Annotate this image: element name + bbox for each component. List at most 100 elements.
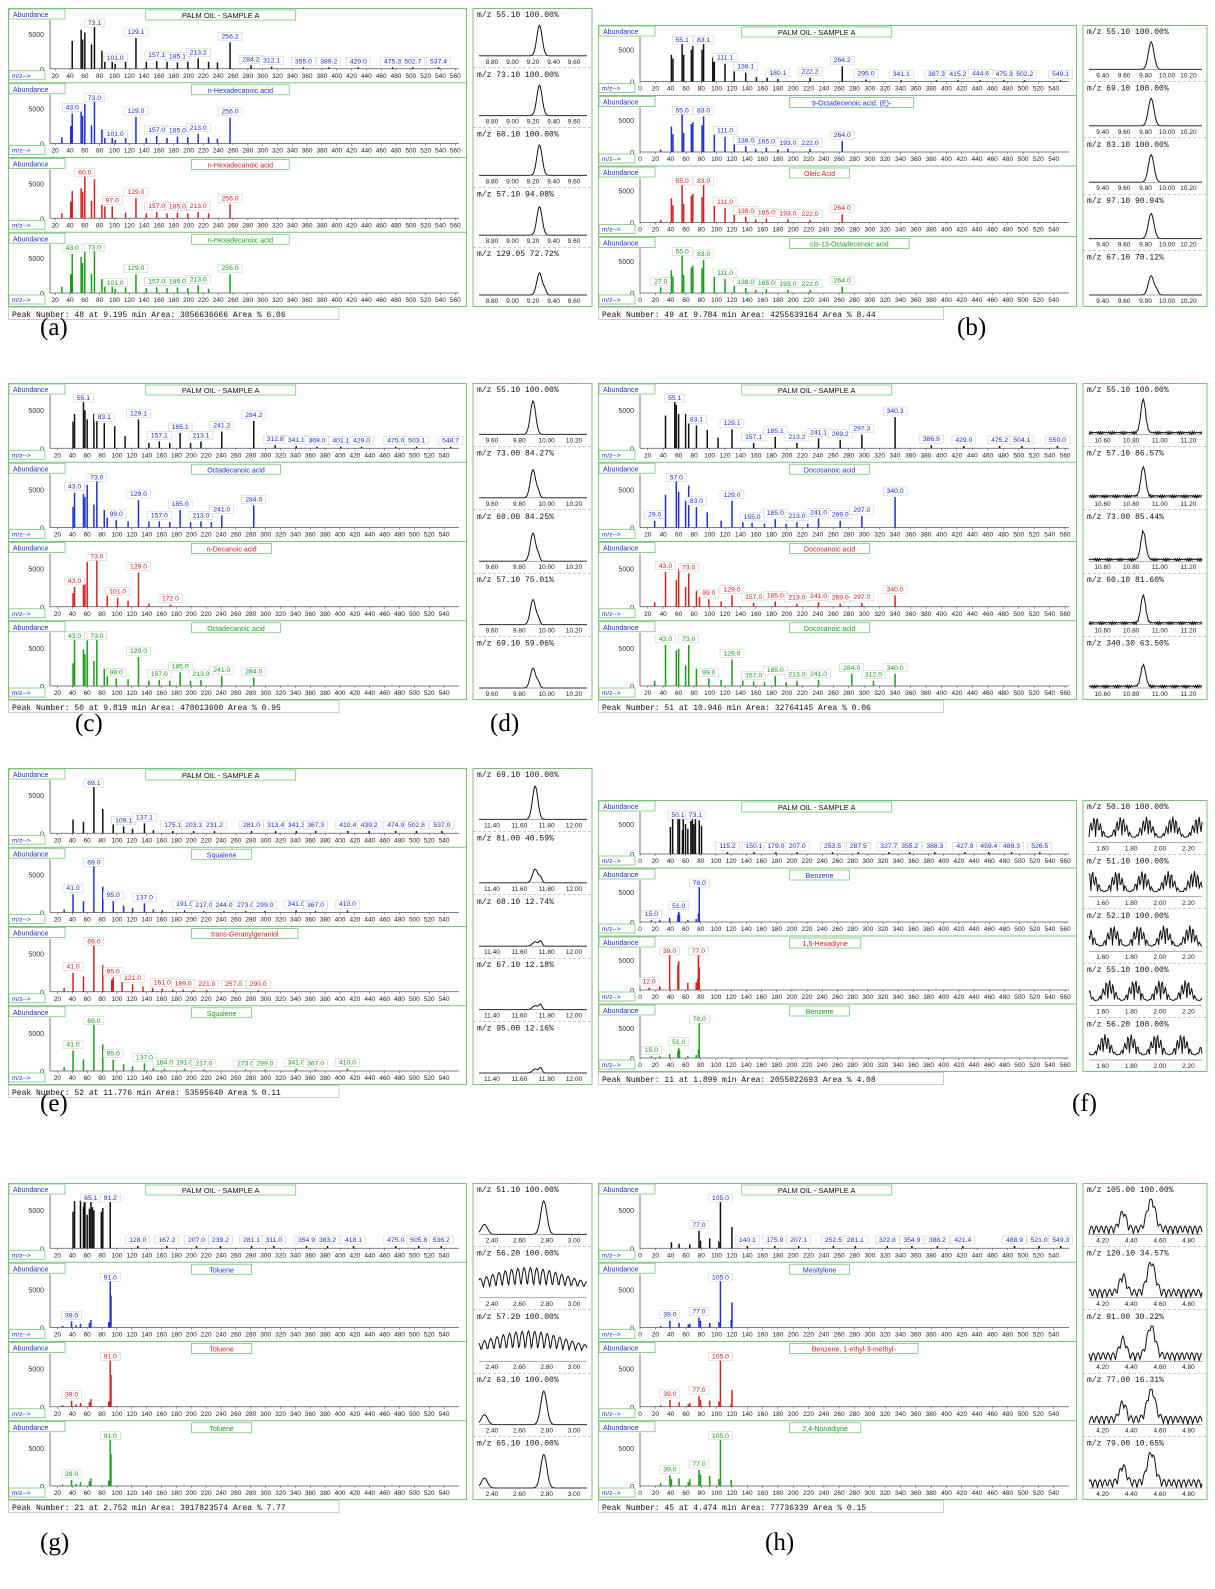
peak-label-box	[147, 431, 172, 440]
peak-label: 138.0	[737, 208, 754, 215]
x-tick-label: 100	[109, 222, 120, 229]
rt-tick-label: 10.60	[1094, 628, 1111, 635]
peak-label: 427.9	[956, 843, 973, 850]
x-tick-label: 80	[96, 297, 104, 304]
x-tick-label: 160	[756, 1062, 767, 1069]
rt-tick-label: 1.60	[1096, 1063, 1109, 1070]
mz-box	[8, 1072, 46, 1083]
rt-tick-label: 10.00	[539, 501, 556, 508]
peak-label-box	[103, 278, 128, 288]
x-tick-label: 80	[96, 222, 104, 229]
peak-label: 55.1	[676, 37, 689, 44]
peak-label: 115.2	[719, 843, 736, 850]
x-tick-label: 280	[849, 86, 860, 93]
x-tick-label: 280	[849, 156, 860, 163]
compound-name-box	[191, 543, 273, 554]
ion-label: m/z 95.00 12.16%	[477, 1025, 554, 1034]
x-tick-label: 220	[198, 222, 209, 229]
peak-label: 340.0	[887, 665, 904, 672]
y-tick-label: 5000	[618, 487, 634, 494]
x-tick-label: 280	[847, 994, 858, 1001]
mz-box	[598, 224, 636, 234]
x-tick-label: 180	[772, 156, 783, 163]
x-tick-label: 300	[862, 926, 873, 933]
x-tick-label: 200	[788, 1252, 799, 1259]
mz-box	[8, 608, 46, 619]
ion-label-bg	[1085, 26, 1205, 36]
rt-tick-label: 9.80	[513, 564, 526, 571]
x-tick-label: 560	[1060, 994, 1071, 1001]
y-tick-label: 5000	[618, 118, 634, 125]
peak-label-box	[404, 436, 429, 445]
ion-chromatogram: 11.40 11.60 11.80 12.00	[479, 940, 587, 956]
peak-label-box	[671, 35, 693, 45]
peak-label-box	[191, 1059, 217, 1068]
x-tick-label: 360	[305, 996, 316, 1003]
y-tick-label: 0	[40, 1326, 44, 1333]
ion-label-bg	[1085, 82, 1205, 93]
peak-label: 157.0	[745, 594, 762, 601]
ion-label: m/z 60.00 84.25%	[477, 513, 554, 522]
peak-label: 273.0	[237, 1060, 254, 1067]
mz-axis-label: m/z-->	[12, 1075, 31, 1082]
peak-label-box	[429, 1235, 454, 1245]
mz-box	[8, 145, 46, 155]
x-tick-label: 560	[450, 222, 461, 229]
peak-label-box	[341, 1235, 366, 1245]
x-tick-label: 300	[257, 297, 268, 304]
x-tick-label: 180	[168, 297, 179, 304]
peak-label-box	[685, 810, 706, 820]
x-tick-label: 320	[880, 1252, 891, 1259]
ion-label-bg	[1085, 855, 1205, 866]
peak-label-box	[882, 663, 908, 673]
mz-axis-label: m/z-->	[12, 297, 31, 304]
x-tick-label: 320	[275, 452, 286, 459]
mz-box	[598, 1487, 636, 1498]
peak-label: 101.0	[107, 55, 124, 62]
x-tick-label: 100	[711, 297, 722, 304]
x-tick-label: 120	[726, 858, 737, 865]
x-tick-label: 500	[1018, 1332, 1029, 1339]
x-tick-label: 240	[213, 73, 224, 80]
x-tick-label: 520	[424, 1332, 435, 1339]
x-tick-label: 140	[742, 86, 753, 93]
rt-tick-label: 8.80	[486, 178, 499, 185]
x-tick-label: 40	[69, 532, 77, 539]
x-tick-label: 360	[905, 452, 916, 459]
peak-label: 101.0	[107, 131, 124, 138]
rt-tick-label: 10.00	[1159, 129, 1176, 136]
peak-label: 50.1	[671, 812, 684, 819]
y-tick-label: 5000	[618, 958, 634, 965]
x-tick-label: 460	[379, 532, 390, 539]
peak-label: 193.0	[779, 210, 796, 217]
abundance-label: Abundance	[603, 872, 639, 879]
x-tick-label: 540	[439, 1252, 450, 1259]
ion-label: m/z 77.00 16.31%	[1087, 1376, 1164, 1385]
compound-name: Docosanoic acid	[804, 467, 855, 474]
abundance-box	[8, 1006, 66, 1018]
x-tick-label: 100	[710, 994, 721, 1001]
x-tick-label: 240	[216, 1332, 227, 1339]
x-tick-label: 380	[926, 86, 937, 93]
x-tick-label: 480	[999, 926, 1010, 933]
peak-label-box	[784, 842, 810, 851]
y-tick-label: 5000	[618, 1287, 634, 1294]
y-tick-label: 5000	[618, 1446, 634, 1453]
peak-label: 312.1	[263, 58, 280, 65]
spectrum-title: PALM OIL - SAMPLE A	[778, 386, 856, 395]
abundance-label: Abundance	[603, 1346, 639, 1353]
x-tick-label: 280	[245, 837, 256, 844]
rt-tick-label: 2.40	[486, 1491, 499, 1498]
rt-tick-label: 2.00	[1153, 900, 1166, 907]
x-tick-label: 300	[257, 222, 268, 229]
rt-tick-label: 9.20	[527, 238, 540, 245]
x-tick-label: 200	[781, 532, 792, 539]
peak-label: 341.3	[288, 822, 305, 829]
x-tick-label: 280	[245, 690, 256, 697]
x-tick-label: 140	[735, 452, 746, 459]
x-tick-label: 420	[951, 532, 962, 539]
peak-label: 191.0	[176, 1060, 193, 1067]
rt-tick-label: 3.00	[568, 1428, 581, 1435]
x-tick-label: 100	[711, 227, 722, 234]
